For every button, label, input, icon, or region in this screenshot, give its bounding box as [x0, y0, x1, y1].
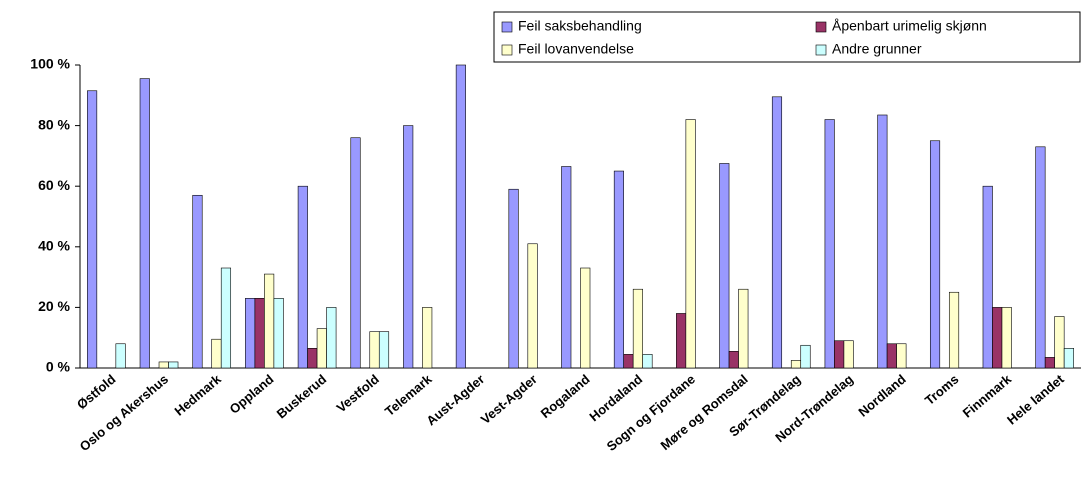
bar [790, 360, 802, 369]
x-tick-label: Vest-Agder [478, 371, 540, 427]
x-tick-label: Rogaland [538, 371, 593, 421]
bar [843, 340, 854, 369]
bar [297, 185, 308, 369]
bar [527, 243, 538, 369]
x-tick-label: Nordland [855, 371, 908, 419]
bar [87, 90, 98, 369]
x-tick-label: Telemark [382, 371, 435, 419]
bar [632, 288, 643, 369]
bar [623, 354, 634, 369]
bar [929, 140, 941, 369]
bar [580, 267, 591, 369]
bar [834, 340, 845, 369]
x-tick-label: Hele landet [1004, 371, 1067, 428]
bar [273, 298, 284, 369]
bar [613, 170, 624, 369]
bar [896, 343, 907, 369]
bar [211, 338, 222, 369]
bar [369, 331, 380, 369]
legend-swatch [815, 44, 827, 56]
bar [508, 188, 519, 369]
bar [886, 343, 897, 369]
bar [403, 125, 414, 369]
bar [982, 185, 993, 369]
legend-label: Andre grunner [832, 41, 922, 57]
bar [642, 354, 653, 369]
x-tick-label: Aust-Agder [423, 371, 487, 428]
bar [455, 64, 466, 369]
legend-label: Feil lovanvendelse [518, 41, 634, 57]
x-tick-label: Hedmark [172, 371, 225, 419]
bar [1001, 307, 1012, 369]
legend-swatch [501, 44, 513, 56]
legend-swatch [501, 21, 513, 33]
y-tick-label: 80 % [38, 116, 70, 132]
bar [307, 348, 318, 369]
bar [800, 344, 811, 369]
x-tick-label: Troms [922, 371, 962, 408]
y-tick-label: 60 % [38, 177, 70, 193]
bar [220, 267, 232, 369]
bar [350, 137, 361, 369]
bar [115, 343, 126, 369]
bar [877, 114, 888, 369]
y-tick-label: 100 % [30, 56, 70, 72]
x-tick-label: Oslo og Akershus [77, 371, 172, 454]
bar [378, 331, 390, 369]
bar [992, 307, 1003, 369]
x-tick-label: Vestfold [334, 371, 382, 415]
bar [422, 307, 433, 369]
x-tick-label: Sogn og Fjordane [604, 371, 698, 454]
y-tick-label: 0 % [46, 359, 71, 375]
x-tick-label: Østfold [74, 371, 119, 412]
bar [264, 273, 275, 369]
bar [824, 119, 835, 369]
bar [771, 96, 783, 369]
legend-box [493, 11, 1081, 63]
bar [1044, 357, 1055, 369]
y-tick-label: 40 % [38, 238, 70, 254]
bar [245, 298, 256, 369]
bar [1035, 146, 1046, 369]
bar [139, 78, 150, 369]
bar [676, 313, 687, 369]
bar [158, 361, 169, 369]
y-tick-label: 20 % [38, 298, 70, 314]
x-tick-label: Oppland [227, 371, 277, 416]
bar [316, 328, 327, 369]
bar [561, 166, 572, 369]
x-tick-label: Møre og Romsdal [657, 371, 750, 453]
bar [326, 307, 337, 369]
bar [1054, 316, 1065, 369]
bar [1063, 348, 1074, 369]
x-tick-label: Buskerud [274, 371, 330, 421]
bar [948, 291, 960, 369]
legend-label: Feil saksbehandling [518, 18, 642, 34]
legend-swatch [815, 21, 827, 33]
bar [192, 194, 203, 369]
bar [168, 361, 179, 369]
bar [719, 163, 730, 369]
bar [254, 298, 265, 369]
bar [728, 351, 739, 369]
bar [738, 288, 749, 369]
legend-label: Åpenbart urimelig skjønn [832, 18, 987, 34]
bar [685, 119, 696, 369]
